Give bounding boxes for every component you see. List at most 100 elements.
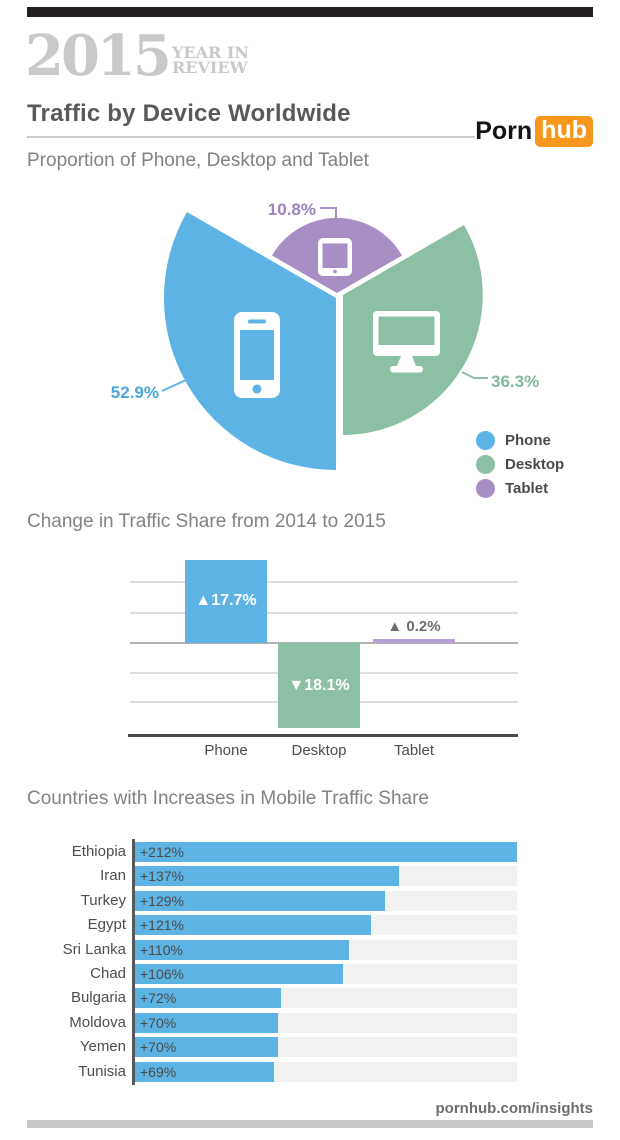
country-bar: +137% [135, 866, 399, 887]
country-label: Egypt [87, 916, 126, 934]
desktop-legend-swatch [476, 455, 495, 474]
pornhub-logo: Porn hub [475, 116, 593, 147]
change-bar-phone: ▲17.7% [185, 559, 267, 643]
desktop-label-connector [461, 371, 488, 379]
countries-section-title: Countries with Increases in Mobile Traff… [27, 788, 429, 809]
bar-value-label: +137% [140, 868, 184, 885]
countries-bar-chart: Ethiopia +212% Iran +137% Turkey +129% Egypt +1… [27, 839, 593, 1090]
country-row-tunisia: Tunisia +69% [27, 1061, 593, 1082]
page-title: Traffic by Device Worldwide [27, 100, 351, 127]
country-bar: +70% [135, 1012, 278, 1033]
bar-value-label: +72% [140, 990, 177, 1007]
legend-label: Desktop [505, 456, 565, 473]
desktop-monitor-icon [373, 311, 440, 373]
bar-value-label: +70% [140, 1039, 177, 1056]
bar-value-label: +110% [140, 941, 183, 958]
bar-track: +69% [135, 1061, 517, 1082]
country-row-iran: Iran +137% [27, 866, 593, 887]
year-in-review-label: YEAR IN REVIEW [172, 43, 250, 77]
country-bar: +70% [135, 1037, 278, 1058]
tablet-legend-swatch [476, 479, 495, 498]
bar-track: +70% [135, 1037, 517, 1058]
bar-track: +121% [135, 915, 517, 936]
year-logo: 2015 [25, 23, 172, 89]
legend-label: Phone [505, 432, 551, 449]
bar-value-label: ▼18.1% [288, 676, 350, 694]
country-label: Moldova [69, 1013, 126, 1031]
country-row-turkey: Turkey +129% [27, 890, 593, 911]
country-bar: +106% [135, 964, 343, 984]
country-label: Sri Lanka [62, 940, 126, 958]
gridline [130, 612, 518, 614]
top-accent-bar [27, 7, 593, 17]
country-bar: +69% [135, 1061, 275, 1082]
change-section-title: Change in Traffic Share from 2014 to 201… [27, 511, 386, 532]
title-underline [27, 136, 475, 138]
tablet-label-connector [320, 207, 337, 219]
x-axis-line [128, 734, 518, 737]
legend-item-desktop: Desktop [476, 455, 564, 474]
pornhub-logo-porn: Porn [475, 117, 533, 145]
bar-value-label: +212% [140, 844, 184, 860]
country-row-sri-lanka: Sri Lanka +110% [27, 939, 593, 960]
bar-track: +72% [135, 988, 517, 1009]
device-pie-chart [161, 207, 488, 470]
tablet-percentage-label: 10.8% [267, 200, 316, 219]
bar-value-label: +70% [140, 1014, 177, 1031]
y-axis-line [132, 839, 135, 1085]
tablet-icon [318, 238, 352, 276]
country-label: Yemen [79, 1038, 126, 1056]
bar-track: +137% [135, 866, 517, 887]
country-bar: +129% [135, 890, 385, 911]
country-row-moldova: Moldova +70% [27, 1012, 593, 1033]
legend-label: Tablet [505, 480, 549, 497]
phone-percentage-label: 52.9% [110, 383, 159, 402]
bar-track: +129% [135, 890, 517, 911]
country-bar: +121% [135, 915, 371, 936]
bar-track: +70% [135, 1012, 517, 1033]
pornhub-logo-hub: hub [535, 116, 593, 147]
bar-value-label: +106% [140, 966, 184, 982]
country-label: Tunisia [78, 1062, 126, 1080]
country-row-egypt: Egypt +121% [27, 915, 593, 936]
country-bar: +212% [135, 842, 517, 862]
country-bar: +110% [135, 939, 349, 960]
country-row-bulgaria: Bulgaria +72% [27, 988, 593, 1009]
bar-track: +106% [135, 964, 517, 984]
footer-link: pornhub.com/insights [435, 1100, 594, 1117]
country-label: Turkey [80, 891, 126, 909]
phone-legend-swatch [476, 431, 495, 450]
bar-value-label: +129% [140, 892, 184, 909]
bar-value-label: ▲17.7% [195, 592, 257, 610]
change-bar-chart: ▲17.7% Phone ▼18.1% Desktop ▲ 0.2% Tablet [128, 545, 518, 760]
change-bar-desktop: ▼18.1% [278, 643, 360, 729]
pie-legend: Phone Desktop Tablet [476, 431, 564, 503]
phone-label-connector [161, 379, 187, 392]
bar-track: +110% [135, 939, 517, 960]
gridline [130, 581, 518, 583]
bar-value-label: ▲ 0.2% [387, 618, 441, 635]
country-row-yemen: Yemen +70% [27, 1037, 593, 1058]
smartphone-icon [234, 312, 280, 398]
legend-item-phone: Phone [476, 431, 564, 450]
review-line: REVIEW [172, 58, 248, 77]
country-row-ethiopia: Ethiopia +212% [27, 842, 593, 862]
change-bar-tablet [373, 639, 455, 643]
country-row-chad: Chad +106% [27, 964, 593, 984]
year-in-line: YEAR IN [172, 43, 250, 62]
pie-section-title: Proportion of Phone, Desktop and Tablet [27, 150, 369, 171]
country-label: Bulgaria [70, 989, 126, 1007]
legend-item-tablet: Tablet [476, 479, 564, 498]
bar-value-label: +69% [140, 1063, 177, 1080]
country-bar: +72% [135, 988, 281, 1009]
country-label: Iran [100, 867, 126, 885]
bar-track: +212% [135, 842, 517, 862]
category-label: Desktop [291, 742, 347, 759]
country-label: Chad [90, 965, 126, 982]
category-label: Phone [204, 742, 248, 759]
country-label: Ethiopia [71, 843, 126, 860]
bottom-accent-bar [27, 1120, 593, 1128]
category-label: Tablet [393, 742, 435, 759]
bar-value-label: +121% [140, 917, 184, 934]
